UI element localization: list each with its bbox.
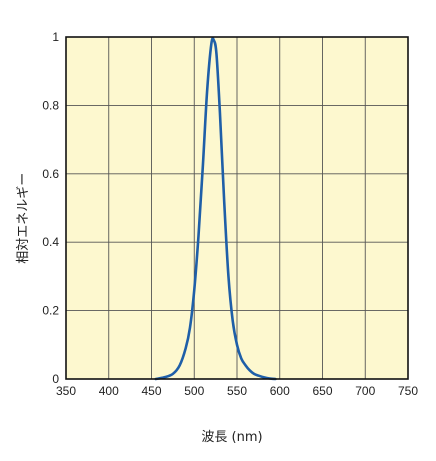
x-tick-label: 700 bbox=[355, 384, 375, 398]
x-tick-label: 550 bbox=[227, 384, 247, 398]
y-axis-label: 相対エネルギー bbox=[16, 173, 31, 264]
x-tick-label: 650 bbox=[312, 384, 332, 398]
x-tick-label: 600 bbox=[270, 384, 290, 398]
plot-frame bbox=[65, 36, 409, 380]
y-tick-label: 1 bbox=[52, 30, 59, 44]
x-tick-label: 750 bbox=[398, 384, 418, 398]
y-tick-label: 0 bbox=[52, 372, 59, 386]
x-tick-label: 350 bbox=[56, 384, 76, 398]
y-tick-label: 0.6 bbox=[42, 167, 59, 181]
series-line bbox=[154, 36, 277, 381]
x-axis-label: 波長 (nm) bbox=[201, 430, 262, 445]
y-tick-label: 0.2 bbox=[42, 304, 59, 318]
x-tick-label: 400 bbox=[99, 384, 119, 398]
x-axis-ticks: 350 400 450 500 550 600 650 700 750 bbox=[56, 384, 418, 398]
x-tick-label: 450 bbox=[141, 384, 161, 398]
y-axis-ticks: 0 0.2 0.4 0.6 0.8 1 bbox=[42, 30, 59, 386]
x-tick-label: 500 bbox=[184, 384, 204, 398]
y-tick-label: 0.8 bbox=[42, 98, 59, 112]
y-tick-label: 0.4 bbox=[42, 235, 59, 249]
